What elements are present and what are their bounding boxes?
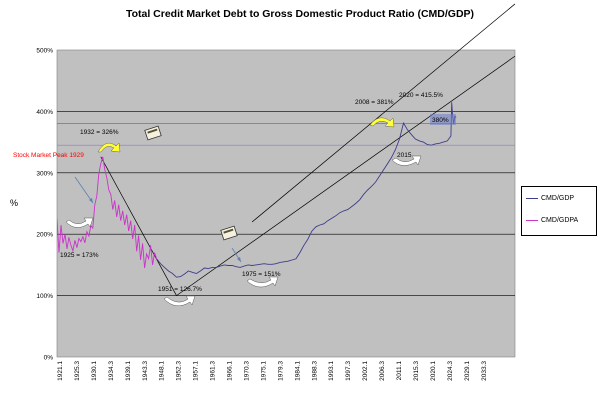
x-tick-label: 1943.3 xyxy=(142,361,149,381)
y-tick-label: 200% xyxy=(36,232,53,239)
y-tick-label: 400% xyxy=(36,109,53,116)
x-tick-label: 1925.3 xyxy=(74,361,81,381)
legend: CMD/GDP CMD/GDPA xyxy=(521,186,597,236)
trend-line xyxy=(251,3,516,223)
x-tick-label: 2015.3 xyxy=(413,361,420,381)
book-icon xyxy=(220,225,238,241)
trend-line xyxy=(176,55,516,296)
annotation-1932: 1932 = 326% xyxy=(80,129,119,136)
x-tick-label: 1961.3 xyxy=(210,361,217,381)
x-tick-label: 1948.1 xyxy=(159,361,166,381)
annotation-1951: 1951 = 126.7% xyxy=(158,286,202,293)
data-series xyxy=(57,102,457,278)
annotation-stock-market-peak: Stock Market Peak 1929 xyxy=(13,152,84,159)
x-tick-label: 2011.1 xyxy=(396,361,403,381)
white-arrow-icon xyxy=(246,276,279,288)
x-tick-label: 2002.1 xyxy=(362,361,369,381)
book-icon xyxy=(144,125,162,141)
y-tick-label: 0% xyxy=(44,355,54,362)
x-tick-label: 1984.1 xyxy=(294,361,301,381)
x-tick-label: 1975.1 xyxy=(260,361,267,381)
chart-title: Total Credit Market Debt to Gross Domest… xyxy=(125,8,475,20)
x-tick-label: 1930.1 xyxy=(91,361,98,381)
pointer-arrowhead xyxy=(237,257,241,262)
legend-swatch xyxy=(526,220,538,221)
x-tick-label: 1934.3 xyxy=(108,361,115,381)
pointer-arrow xyxy=(74,176,94,204)
yellow-arrow-icon xyxy=(97,142,121,153)
plot-area xyxy=(56,49,516,358)
x-tick-label: 1957.1 xyxy=(193,361,200,381)
x-tick-label: 2033.3 xyxy=(481,361,488,381)
series-line-cmd-gdpa xyxy=(57,156,158,269)
white-arrow-icon xyxy=(391,155,422,166)
x-tick-label: 2024.3 xyxy=(447,361,454,381)
x-tick-label: 2020.1 xyxy=(430,361,437,381)
x-tick-label: 1939.1 xyxy=(125,361,132,381)
x-tick-label: 1966.1 xyxy=(227,361,234,381)
annotation-2008: 2008 = 381% xyxy=(355,99,394,106)
series-line-cmd-gdp xyxy=(156,102,457,278)
trend-lines xyxy=(100,3,516,296)
y-tick-label: 500% xyxy=(36,48,53,55)
yellow-arrow-icon xyxy=(369,117,395,128)
y-tick-label: 100% xyxy=(36,293,53,300)
y-axis-label: % xyxy=(10,198,19,208)
x-tick-label: 1993.1 xyxy=(328,361,335,381)
y-tick-label: 300% xyxy=(36,170,53,177)
annotation-2020: 2020 = 415.5% xyxy=(399,92,443,99)
decorations xyxy=(65,114,456,307)
x-axis-ticks: 1921.1 1925.3 1930.1 1934.3 1939.1 1943.3 1948… xyxy=(57,361,488,381)
x-tick-label: 2006.3 xyxy=(379,361,386,381)
annotation-1925: 1925 = 173% xyxy=(60,252,99,259)
y-axis-ticks: 0% 100% 200% 300% 400% 500% xyxy=(36,48,53,362)
x-tick-label: 1997.3 xyxy=(345,361,352,381)
x-tick-label: 1979.3 xyxy=(277,361,284,381)
white-arrow-icon xyxy=(65,217,94,228)
annotation-380: 380% xyxy=(432,117,449,124)
x-tick-label: 2029.1 xyxy=(464,361,471,381)
white-arrow-icon xyxy=(163,295,196,307)
pointer-arrowhead xyxy=(89,198,93,203)
highlight-box xyxy=(430,114,456,125)
legend-item-cmd-gdp: CMD/GDP xyxy=(526,195,574,202)
trend-line xyxy=(100,156,177,296)
x-tick-label: 1952.3 xyxy=(176,361,183,381)
annotation-1975: 1975 = 151% xyxy=(242,271,281,278)
x-tick-label: 1921.1 xyxy=(57,361,64,381)
annotation-2015: 2015 xyxy=(397,152,412,159)
legend-item-cmd-gdpa: CMD/GDPA xyxy=(526,217,578,224)
x-tick-label: 1988.3 xyxy=(311,361,318,381)
legend-label: CMD/GDPA xyxy=(541,217,579,224)
legend-swatch xyxy=(526,198,538,199)
x-tick-label: 1970.3 xyxy=(243,361,250,381)
legend-label: CMD/GDP xyxy=(541,195,575,202)
